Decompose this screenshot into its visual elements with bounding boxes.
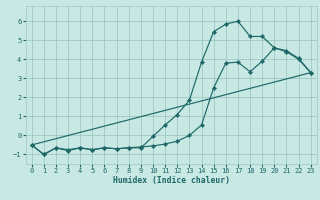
X-axis label: Humidex (Indice chaleur): Humidex (Indice chaleur) [113,176,230,185]
